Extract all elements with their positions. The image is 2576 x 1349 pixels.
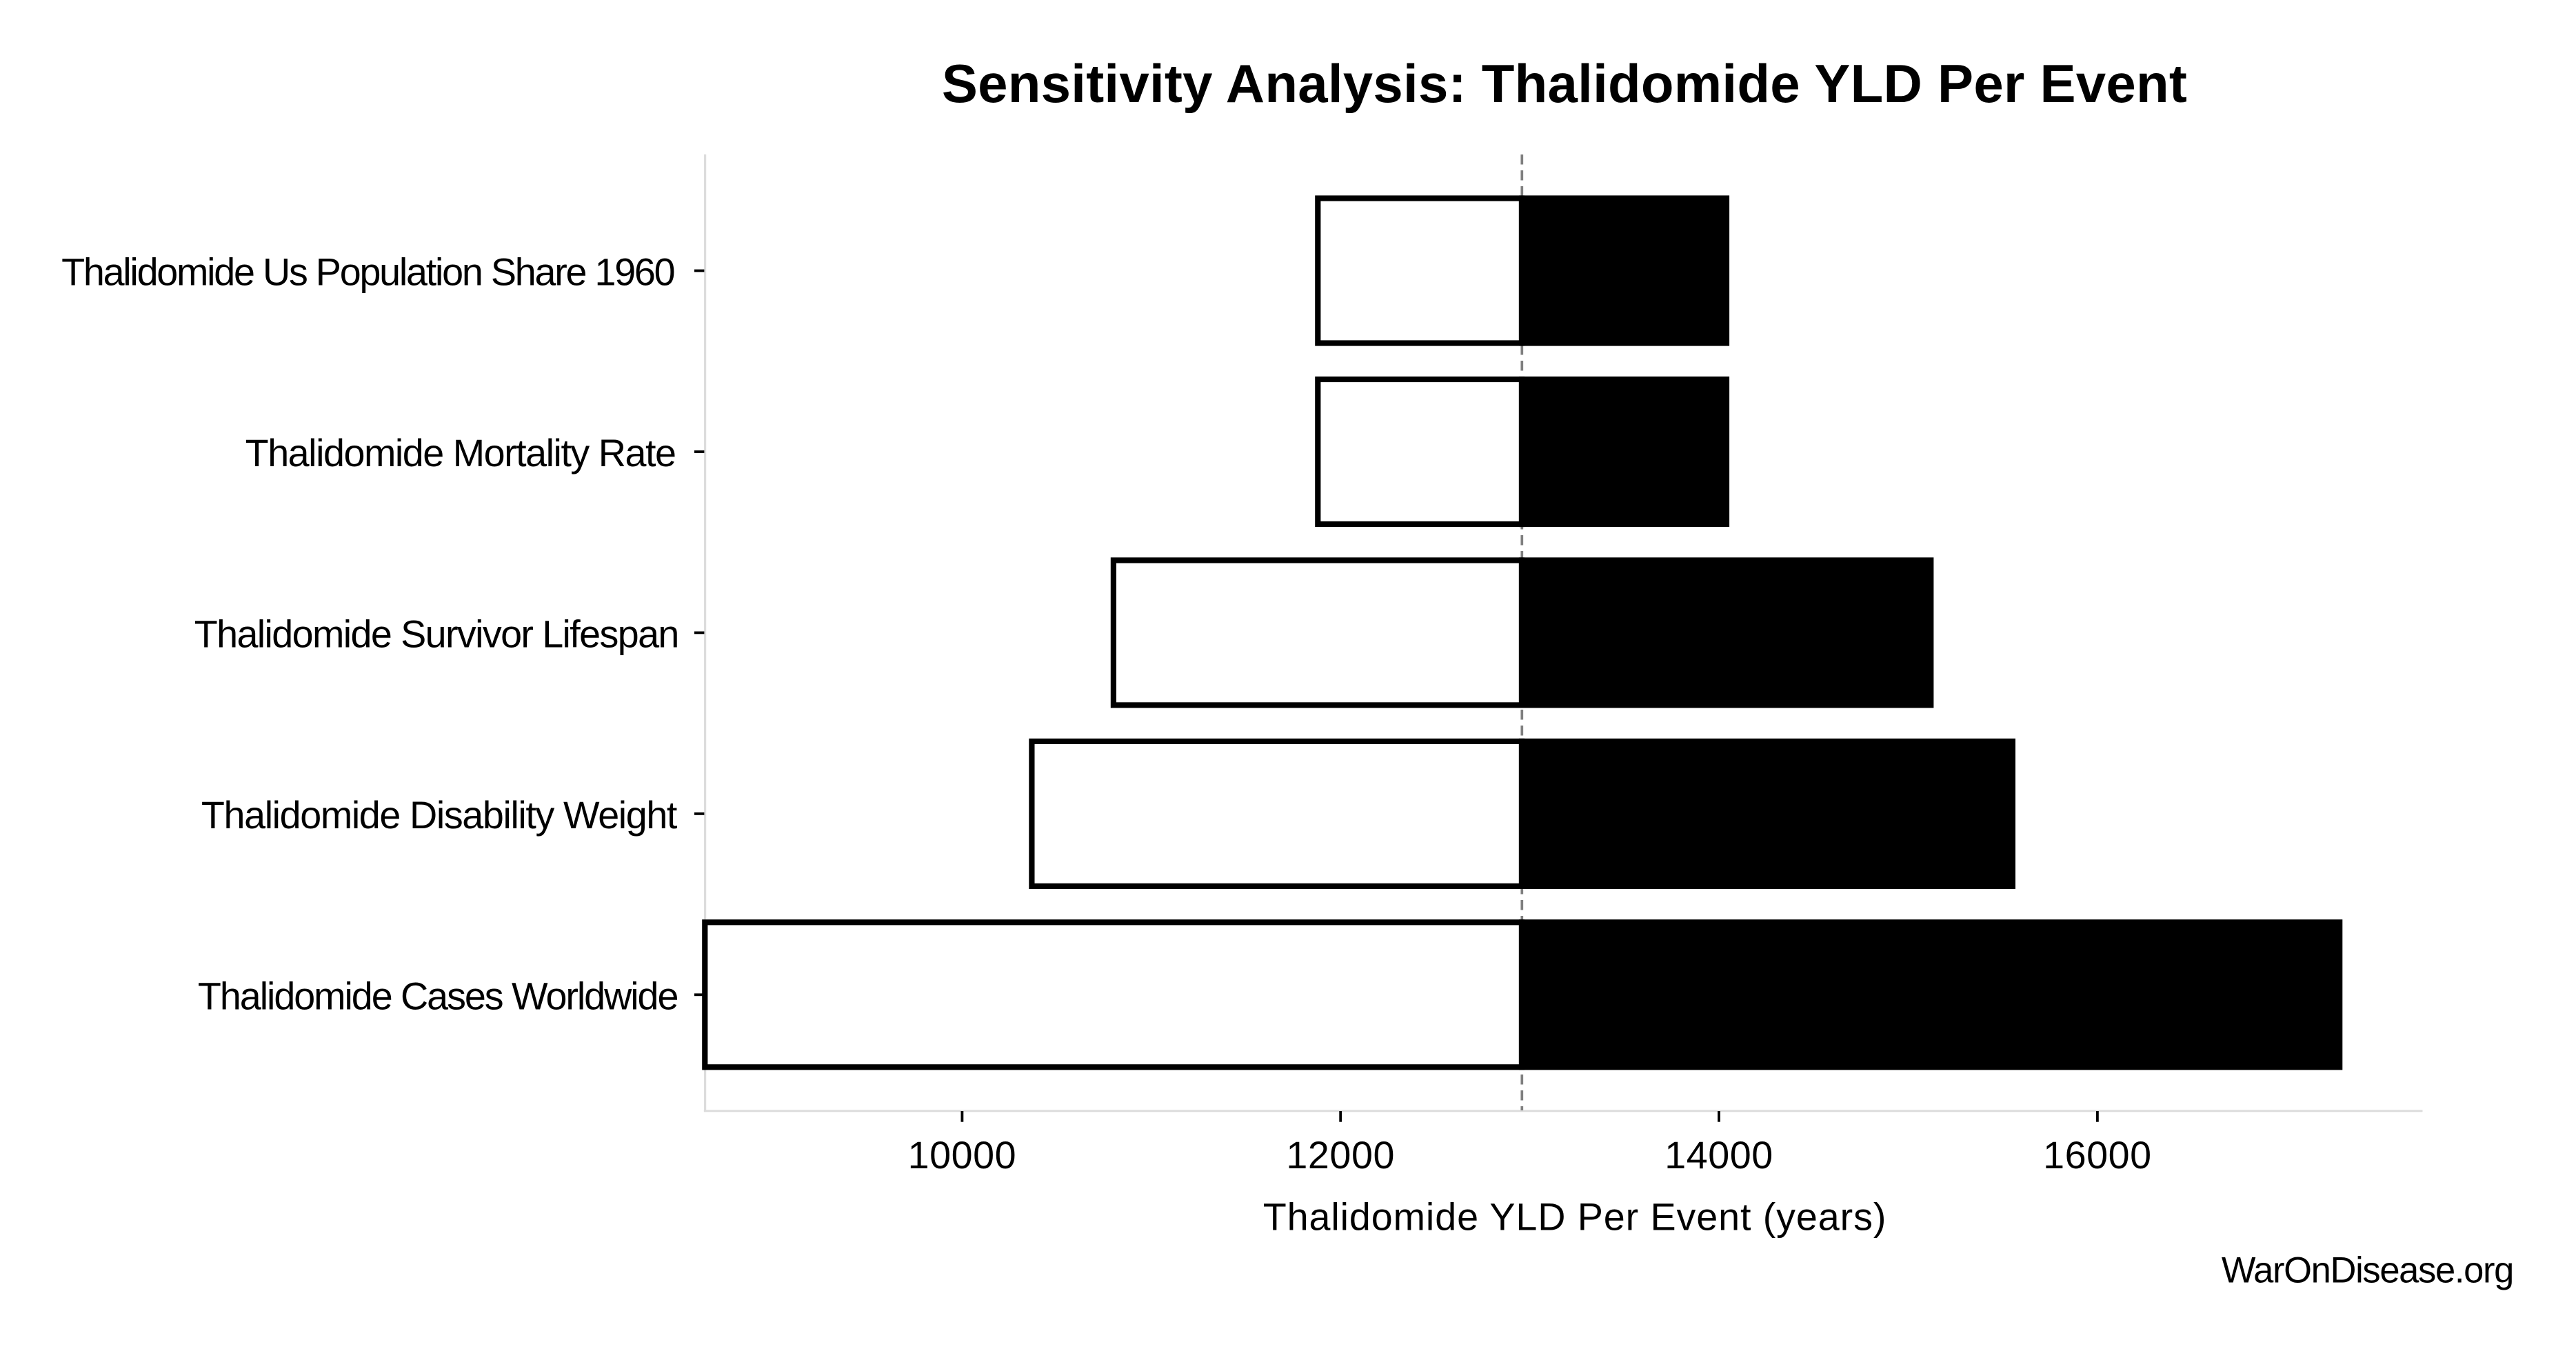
svg-text:16000: 16000	[2043, 1134, 2152, 1177]
svg-text:Thalidomide Us Population Shar: Thalidomide Us Population Share 1960	[61, 251, 674, 294]
svg-text:Sensitivity Analysis: Thalidom: Sensitivity Analysis: Thalidomide YLD Pe…	[942, 53, 2187, 114]
svg-text:14000: 14000	[1664, 1134, 1773, 1177]
svg-text:Thalidomide Mortality Rate: Thalidomide Mortality Rate	[245, 432, 676, 474]
svg-text:10000: 10000	[908, 1134, 1017, 1177]
svg-text:WarOnDisease.org: WarOnDisease.org	[2222, 1250, 2513, 1291]
svg-text:12000: 12000	[1286, 1134, 1395, 1177]
svg-text:Thalidomide YLD Per Event (yea: Thalidomide YLD Per Event (years)	[1263, 1196, 1887, 1239]
svg-text:Thalidomide Survivor Lifespan: Thalidomide Survivor Lifespan	[194, 612, 678, 655]
svg-text:Thalidomide Cases Worldwide: Thalidomide Cases Worldwide	[198, 975, 678, 1017]
svg-text:Thalidomide Disability Weight: Thalidomide Disability Weight	[201, 794, 678, 837]
